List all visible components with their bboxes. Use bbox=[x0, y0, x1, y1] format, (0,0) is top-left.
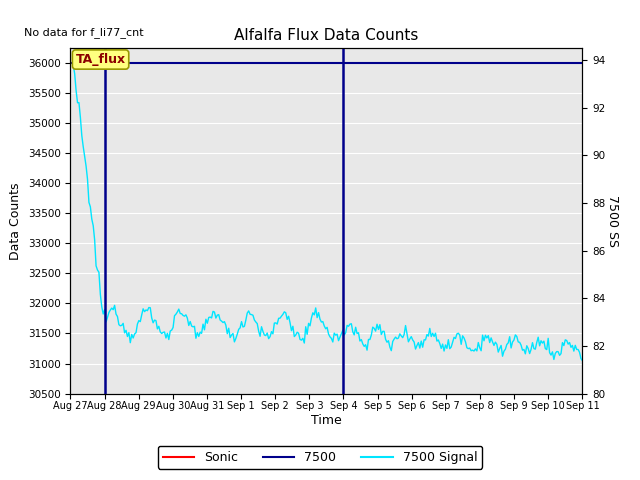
Text: No data for f_li77_cnt: No data for f_li77_cnt bbox=[24, 27, 144, 38]
Title: Alfalfa Flux Data Counts: Alfalfa Flux Data Counts bbox=[234, 28, 419, 43]
Y-axis label: 7500 SS: 7500 SS bbox=[606, 195, 620, 247]
X-axis label: Time: Time bbox=[311, 414, 342, 427]
Y-axis label: Data Counts: Data Counts bbox=[9, 182, 22, 260]
Legend: Sonic, 7500, 7500 Signal: Sonic, 7500, 7500 Signal bbox=[158, 446, 482, 469]
Text: TA_flux: TA_flux bbox=[76, 53, 125, 66]
